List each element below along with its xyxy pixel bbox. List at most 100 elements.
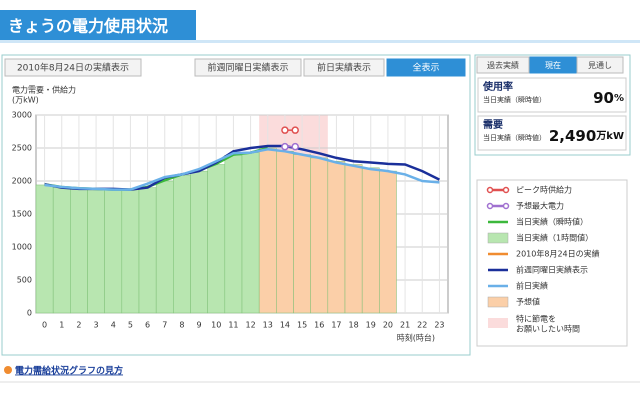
stat-value: 2,490万kW xyxy=(549,127,624,145)
x-tick-label: 10 xyxy=(211,321,221,330)
y-tick-label: 1500 xyxy=(12,210,32,219)
x-tick-label: 6 xyxy=(145,321,150,330)
x-tick-label: 4 xyxy=(111,321,116,330)
y-tick-label: 1000 xyxy=(12,243,32,252)
panel-tab-label: 過去実績 xyxy=(487,60,519,70)
y-tick-label: 3000 xyxy=(12,111,32,120)
view-tab-label: 全表示 xyxy=(412,62,439,74)
x-tick-label: 19 xyxy=(366,321,376,330)
panel-tab[interactable] xyxy=(476,56,530,74)
bar xyxy=(173,174,191,314)
bar xyxy=(344,164,363,314)
bar xyxy=(224,155,243,314)
legend-swatch xyxy=(487,232,509,244)
bar xyxy=(379,170,397,314)
x-tick-label: 7 xyxy=(162,321,167,330)
view-tab[interactable] xyxy=(194,58,302,77)
panel-tab-label: 見通し xyxy=(588,60,612,70)
bar xyxy=(87,188,105,314)
stat-value: 90% xyxy=(593,89,624,107)
bar xyxy=(190,170,208,314)
header-title: きょうの電力使用状況 xyxy=(8,17,168,36)
legend-label: 予想値 xyxy=(516,297,540,307)
date-tab[interactable] xyxy=(4,58,142,77)
stat-number: 90 xyxy=(593,89,614,107)
bar xyxy=(310,157,329,314)
point xyxy=(291,142,299,151)
legend-dot xyxy=(502,202,510,210)
stat-unit: % xyxy=(614,93,624,104)
x-tick-label: 16 xyxy=(314,321,324,330)
bar xyxy=(104,189,123,314)
point xyxy=(281,126,289,134)
legend-dot xyxy=(486,186,494,194)
legend-label: ピーク時供給力 xyxy=(516,185,572,195)
stat-label: 需要 xyxy=(483,119,503,131)
x-tick-label: 13 xyxy=(263,321,273,330)
x-tick-label: 14 xyxy=(280,321,290,330)
stat-unit: 万kW xyxy=(595,130,624,142)
x-tick-label: 12 xyxy=(245,321,255,330)
x-axis-label: 時刻(時台) xyxy=(397,333,435,343)
view-tab-label: 前週同曜日実績表示 xyxy=(207,62,288,74)
panel-frame xyxy=(474,54,631,156)
x-tick-label: 18 xyxy=(348,321,358,330)
y-tick-label: 2000 xyxy=(12,177,32,186)
x-tick-label: 20 xyxy=(383,321,393,330)
stat-sub: 当日実績（瞬時値） xyxy=(483,133,546,142)
x-tick-label: 9 xyxy=(197,321,202,330)
legend-dot xyxy=(486,202,494,210)
panel-tab-label: 現在 xyxy=(545,60,561,70)
x-tick-label: 2 xyxy=(76,321,81,330)
legend-dot xyxy=(502,186,510,194)
stat-number: 2,490 xyxy=(549,127,596,145)
x-tick-label: 11 xyxy=(228,321,238,330)
view-tab[interactable] xyxy=(303,58,385,77)
y-tick-label: 2500 xyxy=(12,144,32,153)
panel-tab[interactable] xyxy=(576,56,624,74)
legend-label: 特に節電を xyxy=(516,314,556,324)
header-rule xyxy=(0,40,640,43)
bar xyxy=(258,147,277,314)
bar xyxy=(327,160,346,314)
x-tick-label: 23 xyxy=(434,321,444,330)
view-tab-label: 前日実績表示 xyxy=(317,62,371,74)
legend-label: 予想最大電力 xyxy=(516,201,564,211)
legend-label: 前日実績 xyxy=(516,281,548,291)
header-tab xyxy=(0,10,196,42)
bar xyxy=(207,164,226,314)
legend-label: 前週同曜日実績表示 xyxy=(516,265,588,275)
bar xyxy=(361,167,380,314)
bar xyxy=(70,188,88,314)
y-tick-label: 500 xyxy=(17,276,32,285)
legend-label: 2010年8月24日の実績 xyxy=(516,249,600,259)
legend-swatch xyxy=(488,318,508,328)
bar xyxy=(35,184,54,314)
link-icon xyxy=(4,366,12,374)
view-tab[interactable] xyxy=(386,58,466,77)
x-tick-label: 17 xyxy=(331,321,341,330)
point xyxy=(281,142,289,151)
x-tick-label: 1 xyxy=(59,321,64,330)
line xyxy=(44,148,440,191)
bar xyxy=(52,187,71,314)
y-axis-label: (万kW) xyxy=(12,96,39,105)
date-tab-label: 2010年8月24日の実績表示 xyxy=(17,62,129,74)
x-tick-label: 0 xyxy=(42,321,47,330)
footer-link[interactable]: 電力需給状況グラフの見方 xyxy=(15,365,123,377)
stat-box xyxy=(477,115,627,151)
x-tick-label: 15 xyxy=(297,321,307,330)
bar xyxy=(138,187,157,314)
x-tick-label: 5 xyxy=(128,321,133,330)
legend-label: お願いしたい時間 xyxy=(516,325,580,334)
bar xyxy=(276,151,294,314)
stat-label: 使用率 xyxy=(482,80,513,93)
point xyxy=(291,126,299,134)
legend-label: 当日実績（瞬時値） xyxy=(516,217,588,227)
bar xyxy=(241,152,260,314)
y-tick-label: 0 xyxy=(27,309,32,318)
bar xyxy=(121,189,140,314)
x-tick-label: 21 xyxy=(400,321,410,330)
panel-tab[interactable] xyxy=(529,56,577,74)
